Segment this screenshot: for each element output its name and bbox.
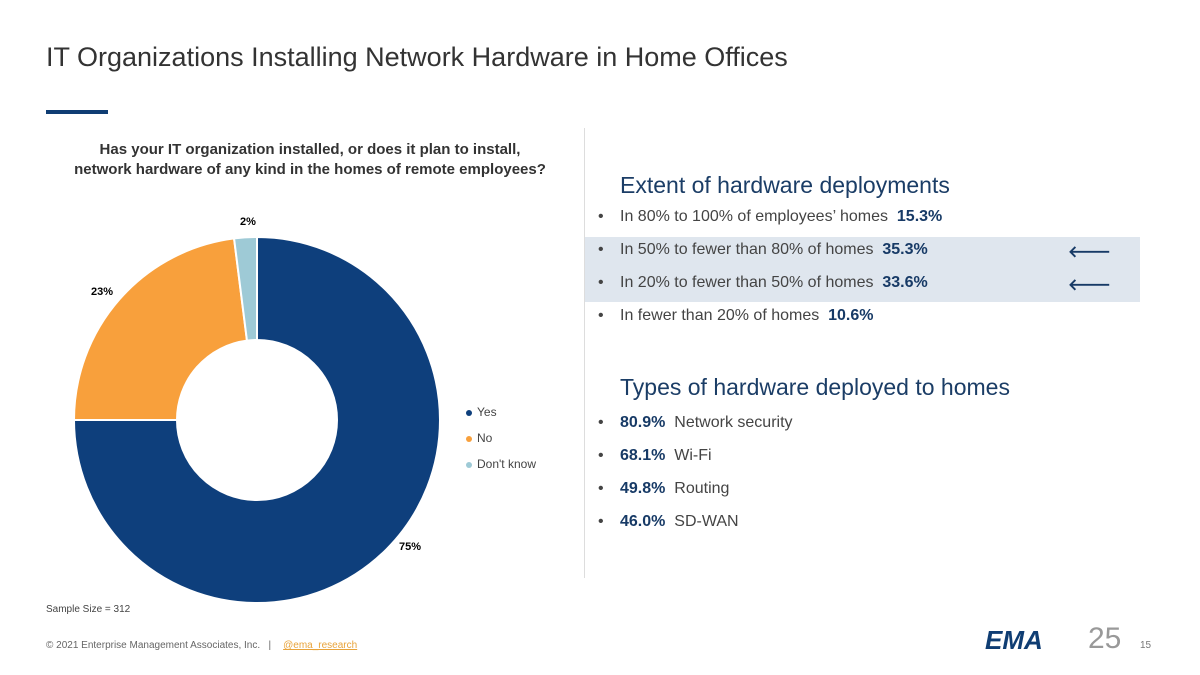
hardware-type-item: • 46.0% SD-WAN [598, 513, 739, 531]
copyright: © 2021 Enterprise Management Associates,… [46, 640, 261, 651]
item-value: 49.8% [620, 480, 666, 497]
slice-yes [72, 235, 441, 604]
legend-label: Don't know [477, 457, 536, 471]
sample-size: Sample Size = 312 [46, 604, 131, 615]
separator: | [268, 640, 272, 651]
bullet: • [598, 414, 604, 431]
arrow-left-icon: 🡐 [1068, 244, 1111, 261]
data-label-yes: 75% [399, 541, 421, 553]
item-text: Routing [674, 480, 730, 497]
25-years-logo: 25 [1088, 622, 1122, 655]
item-value: 46.0% [620, 513, 666, 530]
divider [584, 128, 585, 578]
item-text: Wi-Fi [674, 447, 712, 464]
item-value: 10.6% [828, 307, 874, 324]
legend-label: No [477, 431, 493, 445]
hardware-type-item: • 80.9% Network security [598, 414, 793, 432]
arrow-left-icon: 🡐 [1068, 277, 1111, 294]
item-text: In 50% to fewer than 80% of homes [620, 241, 874, 258]
title-accent-bar [46, 110, 108, 114]
extent-item: • In 50% to fewer than 80% of homes 35.3%… [598, 241, 1111, 261]
extent-item: • In 20% to fewer than 50% of homes 33.6%… [598, 274, 1111, 294]
legend-item-yes: Yes [466, 405, 497, 419]
bullet: • [598, 480, 604, 497]
bullet: • [598, 241, 604, 258]
data-label-dont-know: 2% [240, 216, 256, 228]
highlight-band [585, 237, 1140, 302]
extent-item: • In 80% to 100% of employees’ homes 15.3… [598, 208, 943, 226]
item-value: 15.3% [896, 208, 943, 225]
item-text: SD-WAN [674, 513, 739, 530]
hardware-type-item: • 49.8% Routing [598, 480, 730, 498]
item-value: 68.1% [620, 447, 666, 464]
extent-item: • In fewer than 20% of homes 10.6% [598, 307, 874, 325]
hardware-type-item: • 68.1% Wi-Fi [598, 447, 712, 465]
bullet: • [598, 208, 604, 225]
item-value: 80.9% [620, 414, 666, 431]
data-label-no: 23% [91, 286, 113, 298]
types-heading: Types of hardware deployed to homes [620, 374, 1010, 400]
chart-title: Has your IT organization installed, or d… [74, 141, 546, 178]
legend-label: Yes [477, 405, 497, 419]
extent-heading: Extent of hardware deployments [620, 172, 950, 198]
item-text: Network security [674, 414, 793, 431]
slice-dont-know [232, 235, 258, 342]
footer: © 2021 Enterprise Management Associates,… [46, 640, 357, 651]
item-value: 33.6% [882, 274, 928, 291]
bullet: • [598, 307, 604, 324]
donut-chart: 75% 23% 2% [72, 216, 441, 604]
legend-item-no: No [466, 431, 492, 445]
slide-title: IT Organizations Installing Network Hard… [46, 42, 788, 72]
item-text: In 20% to fewer than 50% of homes [620, 274, 874, 291]
item-text: In 80% to 100% of employees’ homes [620, 208, 889, 225]
twitter-link[interactable]: @ema_research [283, 640, 358, 651]
legend-item-dont-know: Don't know [466, 457, 536, 471]
bullet: • [598, 447, 604, 464]
slice-no [72, 237, 249, 421]
page-number: 15 [1140, 640, 1152, 651]
bullet: • [598, 513, 604, 530]
item-text: In fewer than 20% of homes [620, 307, 820, 324]
item-value: 35.3% [882, 241, 928, 258]
ema-logo: EMA [985, 625, 1043, 655]
bullet: • [598, 274, 604, 291]
